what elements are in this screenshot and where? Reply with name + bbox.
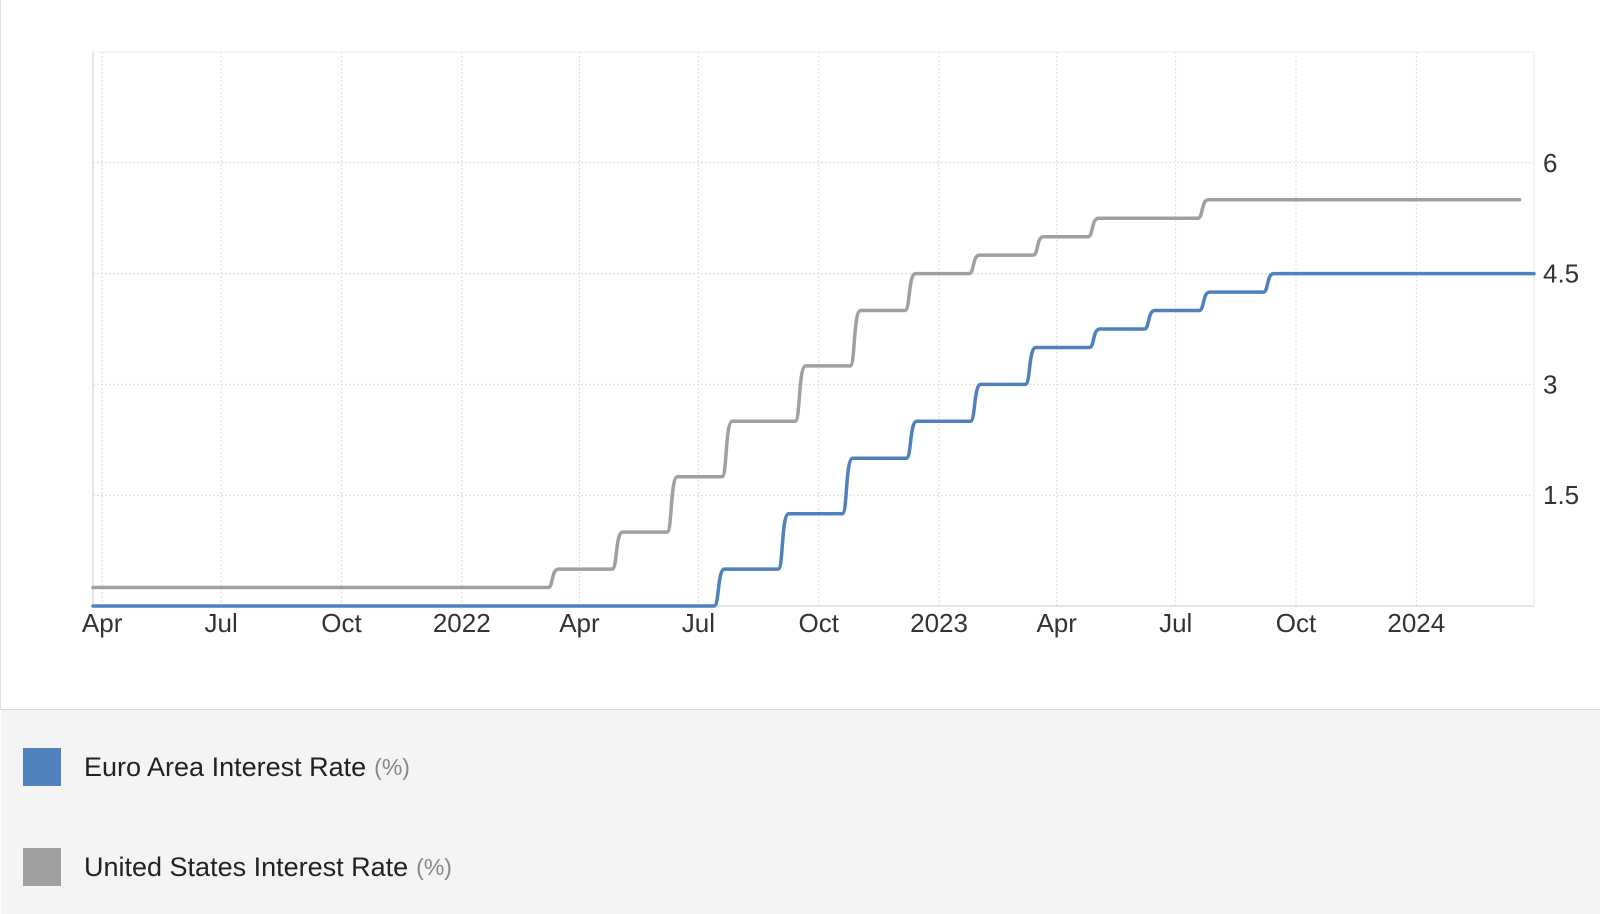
legend-item-united-states[interactable]: United States Interest Rate (%) xyxy=(23,848,452,886)
legend-panel: Euro Area Interest Rate (%) United State… xyxy=(1,709,1600,914)
legend-swatch-united-states xyxy=(23,848,61,886)
y-tick-label: 6 xyxy=(1543,148,1557,178)
legend-item-euro-area[interactable]: Euro Area Interest Rate (%) xyxy=(23,748,410,786)
legend-swatch-euro-area xyxy=(23,748,61,786)
chart-area: Apr Jul Oct 2022 Apr Jul Oct 2023 Apr Jul Oct 2024 1… xyxy=(0,0,1579,710)
x-tick-label: Oct xyxy=(799,608,840,638)
series-line-united-states xyxy=(91,197,1522,590)
x-tick-label: 2023 xyxy=(910,608,968,638)
legend-label-united-states: United States Interest Rate xyxy=(84,851,409,882)
legend-unit-united-states: (%) xyxy=(416,853,452,880)
x-tick-label: 2024 xyxy=(1387,608,1445,638)
y-tick-label: 3 xyxy=(1543,369,1557,399)
line-chart: Apr Jul Oct 2022 Apr Jul Oct 2023 Apr Jul Oct 2024 1… xyxy=(82,51,1579,638)
y-tick-label: 4.5 xyxy=(1543,259,1579,289)
series-line-euro-area xyxy=(91,271,1536,608)
x-tick-label: 2022 xyxy=(433,608,491,638)
x-tick-label: Oct xyxy=(321,608,362,638)
x-tick-label: Jul xyxy=(682,608,715,638)
y-tick-label: 1.5 xyxy=(1543,480,1579,510)
x-tick-label: Apr xyxy=(82,608,123,638)
x-tick-label: Apr xyxy=(559,608,600,638)
x-tick-label: Jul xyxy=(1159,608,1192,638)
x-tick-label: Jul xyxy=(205,608,238,638)
legend-unit-euro-area: (%) xyxy=(374,753,410,780)
x-tick-label: Apr xyxy=(1036,608,1077,638)
legend-label-euro-area: Euro Area Interest Rate xyxy=(84,751,367,782)
x-tick-label: Oct xyxy=(1276,608,1317,638)
